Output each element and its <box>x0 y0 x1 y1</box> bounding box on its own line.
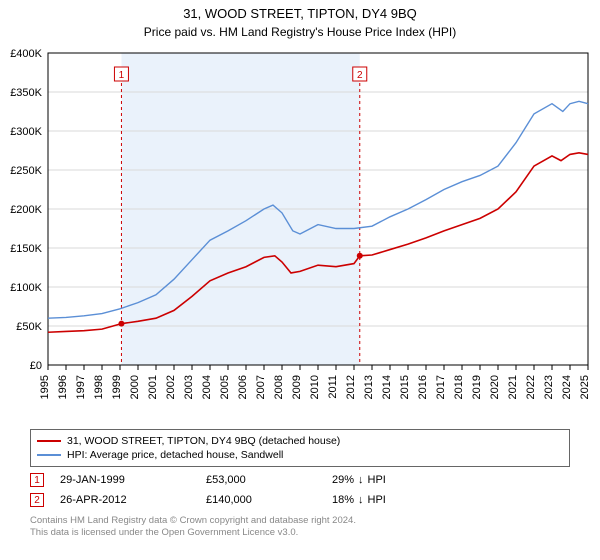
sale-price-1: £53,000 <box>206 474 316 486</box>
sale-price-2: £140,000 <box>206 494 316 506</box>
svg-text:2011: 2011 <box>327 375 339 399</box>
svg-text:2021: 2021 <box>507 375 519 399</box>
sale-row-1: 1 29-JAN-1999 £53,000 29% ↓ HPI <box>30 473 570 487</box>
down-arrow-icon: ↓ <box>358 474 364 486</box>
svg-text:2023: 2023 <box>543 375 555 399</box>
chart-svg: £0 £50K £100K £150K £200K £250K £300K £350K £400… <box>0 45 600 425</box>
svg-text:1995: 1995 <box>39 375 51 399</box>
svg-text:2019: 2019 <box>471 375 483 399</box>
svg-text:2020: 2020 <box>489 375 501 399</box>
svg-text:1999: 1999 <box>111 375 123 399</box>
svg-text:2004: 2004 <box>201 375 213 399</box>
legend-item-property: 31, WOOD STREET, TIPTON, DY4 9BQ (detach… <box>37 434 563 448</box>
sale-date-2: 26-APR-2012 <box>60 494 190 506</box>
page-subtitle: Price paid vs. HM Land Registry's House … <box>0 21 600 45</box>
legend-swatch-hpi <box>37 454 61 456</box>
svg-text:2000: 2000 <box>129 375 141 399</box>
svg-text:2013: 2013 <box>363 375 375 399</box>
svg-text:2009: 2009 <box>291 375 303 399</box>
sale-delta-1: 29% ↓ HPI <box>332 474 386 486</box>
legend-item-hpi: HPI: Average price, detached house, Sand… <box>37 448 563 462</box>
legend-label-property: 31, WOOD STREET, TIPTON, DY4 9BQ (detach… <box>67 435 340 447</box>
svg-text:1998: 1998 <box>93 375 105 399</box>
down-arrow-icon: ↓ <box>358 494 364 506</box>
sale-badge-1: 1 <box>30 473 44 487</box>
svg-text:£300K: £300K <box>10 126 42 138</box>
svg-text:1996: 1996 <box>57 375 69 399</box>
svg-text:2008: 2008 <box>273 375 285 399</box>
legend-label-hpi: HPI: Average price, detached house, Sand… <box>67 449 283 461</box>
svg-text:2024: 2024 <box>561 375 573 399</box>
svg-text:2001: 2001 <box>147 375 159 399</box>
legend-swatch-property <box>37 440 61 442</box>
svg-text:2015: 2015 <box>399 375 411 399</box>
page-title: 31, WOOD STREET, TIPTON, DY4 9BQ <box>0 0 600 21</box>
svg-text:£250K: £250K <box>10 165 42 177</box>
svg-text:1: 1 <box>119 70 125 81</box>
price-chart: £0 £50K £100K £150K £200K £250K £300K £350K £400… <box>0 45 600 425</box>
svg-text:2014: 2014 <box>381 375 393 399</box>
svg-text:2007: 2007 <box>255 375 267 399</box>
svg-text:£200K: £200K <box>10 204 42 216</box>
svg-text:£400K: £400K <box>10 48 42 60</box>
svg-text:1997: 1997 <box>75 375 87 399</box>
footnote: Contains HM Land Registry data © Crown c… <box>30 515 570 540</box>
svg-text:2017: 2017 <box>435 375 447 399</box>
svg-text:2022: 2022 <box>525 375 537 399</box>
svg-text:2025: 2025 <box>579 375 591 399</box>
sale-delta-2: 18% ↓ HPI <box>332 494 386 506</box>
svg-text:2018: 2018 <box>453 375 465 399</box>
sale-badge-2: 2 <box>30 493 44 507</box>
svg-text:2010: 2010 <box>309 375 321 399</box>
sale-row-2: 2 26-APR-2012 £140,000 18% ↓ HPI <box>30 493 570 507</box>
legend: 31, WOOD STREET, TIPTON, DY4 9BQ (detach… <box>30 429 570 467</box>
svg-text:2005: 2005 <box>219 375 231 399</box>
svg-text:£350K: £350K <box>10 87 42 99</box>
svg-text:2: 2 <box>357 70 363 81</box>
svg-text:2016: 2016 <box>417 375 429 399</box>
svg-text:2012: 2012 <box>345 375 357 399</box>
svg-text:2002: 2002 <box>165 375 177 399</box>
svg-text:£150K: £150K <box>10 243 42 255</box>
svg-text:2003: 2003 <box>183 375 195 399</box>
svg-text:£100K: £100K <box>10 282 42 294</box>
sale-date-1: 29-JAN-1999 <box>60 474 190 486</box>
svg-text:£50K: £50K <box>16 321 42 333</box>
svg-text:2006: 2006 <box>237 375 249 399</box>
svg-text:£0: £0 <box>30 360 42 372</box>
